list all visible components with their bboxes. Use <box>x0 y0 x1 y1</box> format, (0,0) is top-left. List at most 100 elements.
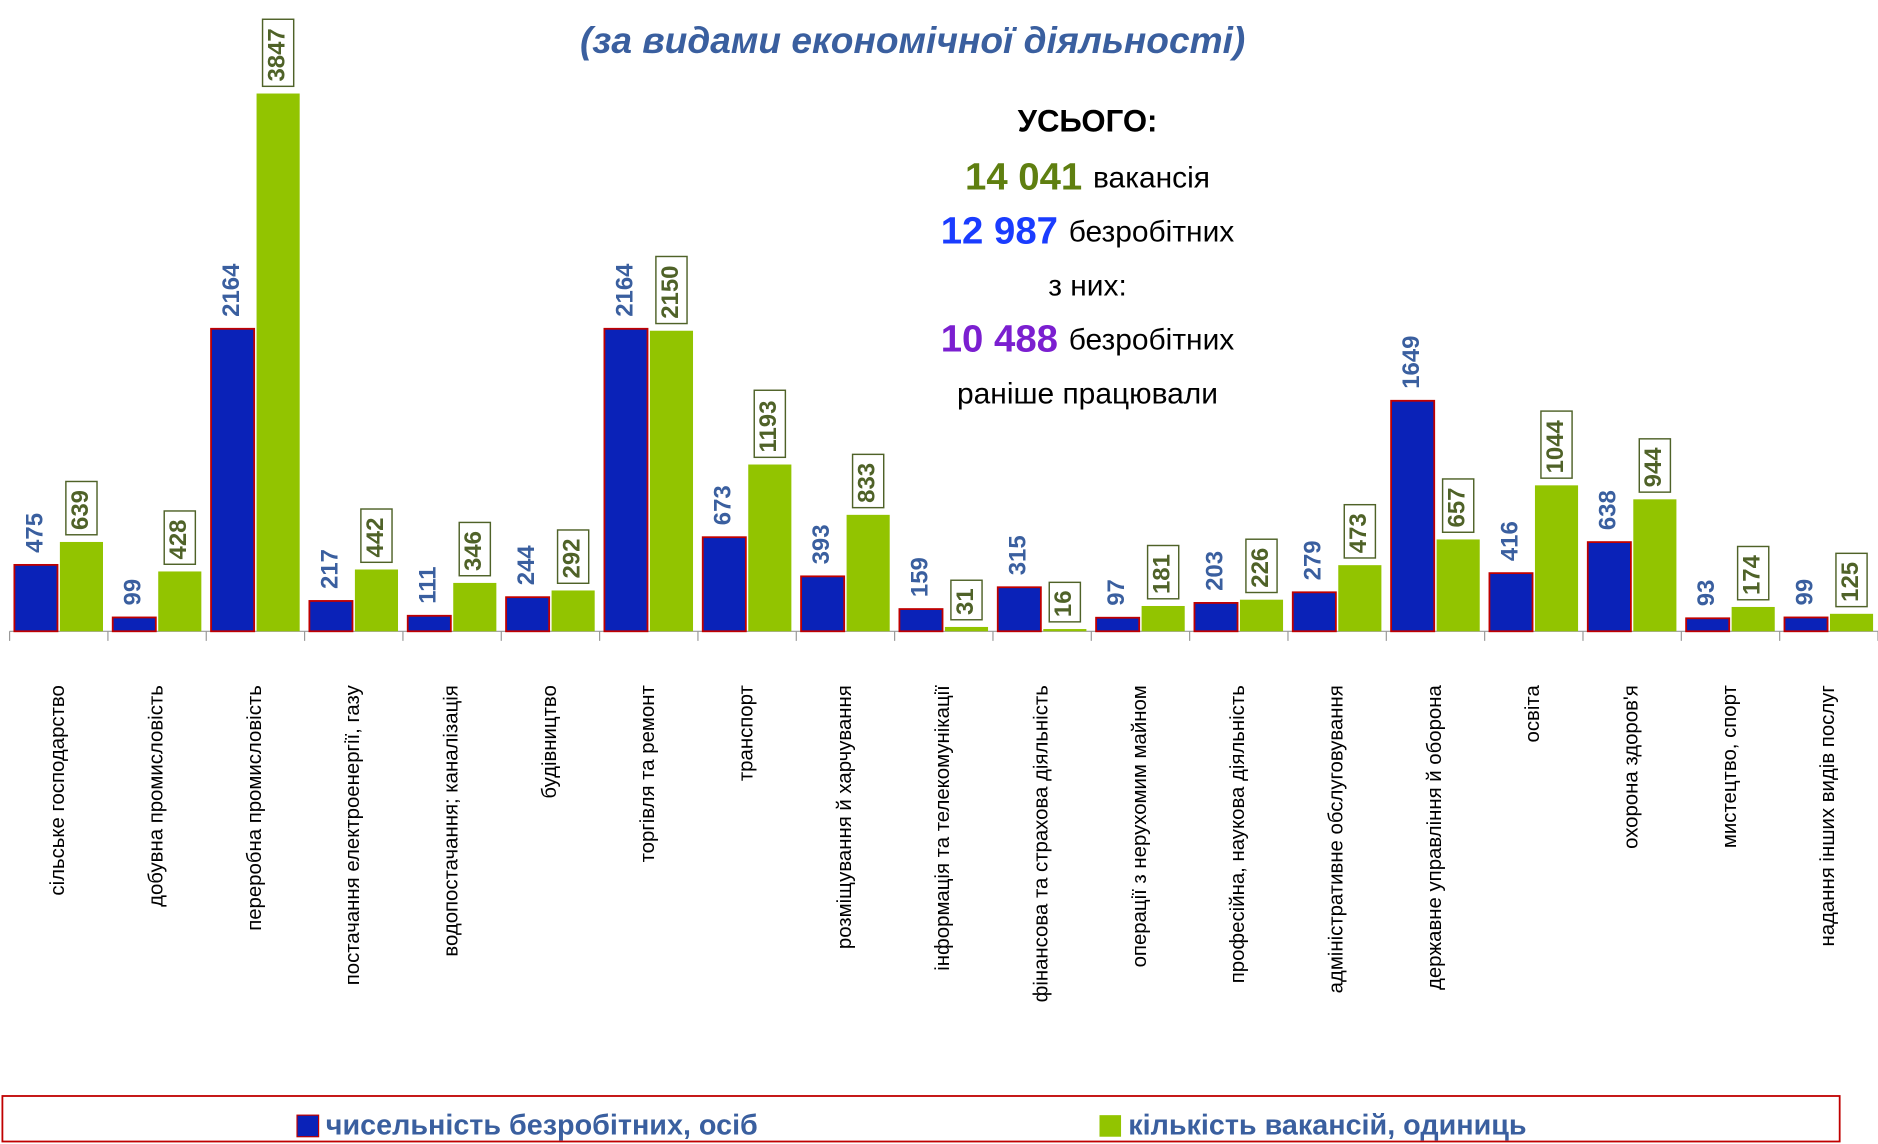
data-label: 1044 <box>1542 419 1569 473</box>
data-label: 174 <box>1739 554 1766 595</box>
data-label: 111 <box>415 566 442 603</box>
legend-swatch <box>296 1114 320 1138</box>
data-label: 226 <box>1247 548 1274 588</box>
bar <box>649 330 694 632</box>
bar <box>1488 572 1534 633</box>
summary-text: з них: <box>1048 269 1127 302</box>
data-label: 2150 <box>657 265 684 318</box>
data-label: 346 <box>460 531 487 571</box>
bar <box>944 626 989 632</box>
legend-swatch <box>1099 1115 1122 1137</box>
bar <box>1586 541 1632 633</box>
bar <box>406 614 452 633</box>
bar <box>158 571 202 632</box>
bar <box>1534 485 1579 632</box>
data-label: 125 <box>1837 562 1864 602</box>
data-label: 31 <box>952 588 979 615</box>
x-tick-label: будівництво <box>539 685 561 798</box>
data-label: 97 <box>1103 579 1130 606</box>
bar <box>256 93 300 632</box>
bar <box>1829 613 1874 632</box>
data-label: 428 <box>165 520 192 560</box>
data-label: 2164 <box>611 263 638 317</box>
data-label: 217 <box>316 549 343 589</box>
summary-number: 10 488 <box>941 318 1058 361</box>
data-label: 638 <box>1595 490 1622 530</box>
data-label-box <box>1048 581 1082 623</box>
summary-number: 14 041 <box>965 156 1082 199</box>
x-tick-label: операції з нерухомим майном <box>1129 685 1151 967</box>
data-label-box <box>458 521 492 577</box>
summary-text: безробітних <box>1069 216 1235 249</box>
x-tick-label: транспорт <box>735 685 757 781</box>
bar <box>748 464 792 632</box>
chart-subtitle: (за видами економічної діяльності) <box>580 19 1245 61</box>
bar <box>1239 599 1284 632</box>
x-tick-label: добувна промисловість <box>145 685 167 907</box>
summary-text: безробітних <box>1069 323 1235 356</box>
data-label-box <box>1540 410 1573 479</box>
data-label: 99 <box>1791 579 1818 606</box>
x-tick-label: державне управління й оборона <box>1424 685 1446 991</box>
data-label: 3847 <box>263 28 290 81</box>
x-tick-label: інформація та телекомунікації <box>932 685 954 971</box>
data-label: 473 <box>1345 513 1372 553</box>
data-label: 1649 <box>1398 336 1425 389</box>
data-label: 416 <box>1496 521 1523 561</box>
summary-text: вакансія <box>1093 162 1210 195</box>
bar <box>1043 629 1087 632</box>
bar <box>551 590 595 632</box>
x-tick-label: охорона здоров'я <box>1621 685 1643 849</box>
data-label: 315 <box>1005 535 1032 575</box>
x-tick-label: водопостачання; каналізація <box>440 685 462 956</box>
summary-line: раніше працювали <box>957 377 1218 410</box>
data-label-box <box>261 18 295 88</box>
data-label-box <box>1835 552 1868 608</box>
data-label: 93 <box>1693 580 1720 607</box>
x-tick-label: торгівля та ремонт <box>637 685 659 862</box>
data-label-box <box>851 453 885 509</box>
summary-number: 12 987 <box>941 210 1058 253</box>
bar <box>1141 605 1185 632</box>
bar <box>59 541 104 632</box>
bar <box>354 569 399 632</box>
bar <box>1436 539 1480 632</box>
bar <box>308 600 354 633</box>
legend-label: чисельність безробітних, осіб <box>326 1110 758 1142</box>
x-tick-label: розміщування й харчування <box>834 685 856 949</box>
x-tick-label: професійна, наукова діяльність <box>1227 685 1249 983</box>
data-label: 159 <box>906 557 933 597</box>
legend-box <box>1 1095 1841 1143</box>
data-label-box <box>1441 478 1475 533</box>
x-tick-label: освіта <box>1522 685 1544 743</box>
data-label: 279 <box>1300 540 1327 580</box>
data-label: 1193 <box>755 401 782 453</box>
bar <box>1731 606 1775 632</box>
data-label: 203 <box>1201 551 1228 591</box>
x-tick-label: постачання електроенергії, газу <box>342 684 364 985</box>
bar <box>701 536 747 633</box>
bar <box>1633 499 1677 632</box>
x-tick-label: адміністративне обслуговування <box>1326 685 1348 993</box>
data-label: 244 <box>513 545 540 586</box>
summary-text: раніше працювали <box>957 377 1218 410</box>
data-label: 442 <box>362 518 389 558</box>
bar <box>898 608 944 633</box>
bar <box>1685 617 1731 633</box>
data-label: 2164 <box>218 263 245 317</box>
summary-line: 10 488 безробітних <box>941 318 1235 361</box>
data-label-box <box>163 510 197 565</box>
data-label: 292 <box>558 539 585 579</box>
bar <box>1095 616 1141 633</box>
summary-heading: УСЬОГО: <box>1018 104 1158 139</box>
x-tick-label: мистецтво, спорт <box>1719 685 1741 848</box>
data-label-box <box>1245 538 1278 594</box>
data-label-box <box>753 389 787 459</box>
data-label-box <box>1638 438 1672 493</box>
data-label: 99 <box>120 579 147 606</box>
data-label: 16 <box>1050 590 1077 617</box>
x-tick-label: сільське господарство <box>47 685 69 895</box>
x-tick-label: надання інших видів послуг <box>1817 685 1839 946</box>
bar <box>13 563 59 633</box>
bar <box>1291 591 1337 633</box>
